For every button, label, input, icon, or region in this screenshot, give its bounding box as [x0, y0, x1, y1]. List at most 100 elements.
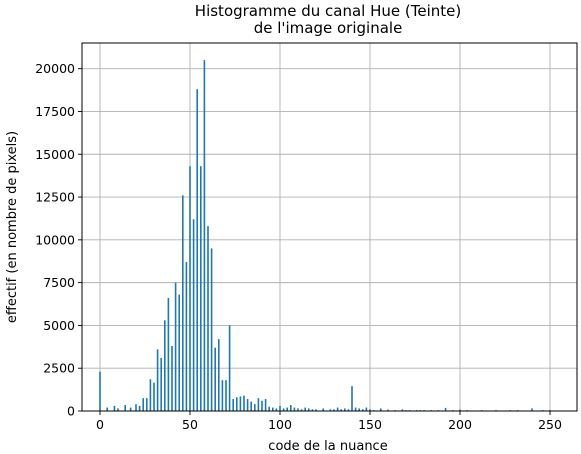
grid-lines	[82, 43, 577, 412]
histogram-bar	[113, 405, 116, 411]
histogram-bar	[387, 409, 389, 411]
histogram-bar	[293, 407, 296, 411]
histogram-bar	[444, 407, 447, 411]
histogram-bar	[106, 407, 108, 411]
histogram-bar	[171, 345, 173, 411]
histogram-bar	[322, 408, 324, 411]
histogram-bar	[347, 409, 350, 411]
histogram-bar	[236, 397, 238, 411]
histogram-bar	[228, 325, 231, 411]
histogram-bar	[124, 405, 126, 411]
histogram-bar	[354, 407, 357, 411]
y-tick-label: 10000	[35, 232, 75, 247]
histogram-bar	[282, 408, 285, 411]
histogram-bar	[142, 398, 144, 411]
y-axis-label: effectif (en nombre de pixels)	[5, 131, 20, 323]
histogram-bar	[365, 407, 368, 411]
y-tick-label: 20000	[35, 61, 75, 76]
histogram-bar	[275, 408, 278, 411]
histogram-bar	[129, 407, 132, 411]
histogram-bar	[297, 408, 299, 411]
histogram-bar	[200, 166, 202, 411]
histogram-bar	[290, 405, 292, 411]
y-tick-label: 2500	[43, 361, 75, 376]
y-tick-label: 0	[67, 404, 75, 419]
x-tick-label: 100	[268, 417, 292, 432]
histogram-bar	[351, 386, 353, 411]
histogram-bar	[304, 407, 306, 411]
x-tick-label: 200	[448, 417, 472, 432]
histogram-bar	[459, 409, 461, 411]
histogram-bar	[311, 409, 314, 411]
histogram-bar	[218, 339, 220, 411]
histogram-bar	[232, 399, 234, 411]
histogram-bar	[214, 347, 216, 411]
histogram-bar	[138, 405, 141, 411]
histogram-bar	[272, 407, 274, 411]
histogram-bars	[99, 60, 551, 412]
histogram-bar	[264, 399, 267, 411]
histogram-bar	[401, 409, 404, 411]
y-tick-label: 7500	[43, 275, 75, 290]
x-axis-label: code de la nuance	[268, 439, 387, 454]
histogram-bar	[192, 219, 195, 411]
histogram-bar	[340, 409, 342, 411]
histogram-bar	[362, 409, 364, 411]
y-axis-ticks: 0 2500 5000 7500 10000 12500 15000 17500 20000	[35, 61, 82, 419]
histogram-bar	[358, 408, 360, 411]
y-tick-label: 5000	[43, 318, 75, 333]
histogram-bar	[167, 298, 170, 411]
histogram-bar	[146, 398, 148, 411]
histogram-bar	[196, 89, 198, 411]
histogram-bar	[254, 404, 256, 411]
plot-frame	[81, 42, 578, 412]
histogram-bar	[308, 408, 310, 411]
histogram-bar	[246, 399, 249, 411]
x-tick-label: 150	[358, 417, 382, 432]
x-tick-label: 250	[538, 417, 562, 432]
histogram-bar	[369, 409, 371, 411]
x-axis-ticks: 0 50 100 150 200 250	[96, 411, 562, 432]
y-tick-label: 12500	[35, 190, 75, 205]
histogram-bar	[257, 398, 260, 411]
histogram-bar	[329, 409, 332, 411]
chart-title-line-1: Histogramme du canal Hue (Teinte)	[195, 2, 461, 20]
histogram-bar	[268, 406, 270, 411]
histogram-bar	[153, 382, 155, 411]
histogram-bar	[117, 408, 119, 411]
histogram-bar	[531, 408, 533, 411]
histogram-bar	[239, 396, 242, 411]
histogram-bar	[225, 380, 227, 411]
y-tick-label: 15000	[35, 147, 75, 162]
y-tick-label: 17500	[35, 104, 75, 119]
histogram-bar	[380, 408, 382, 411]
histogram-bar	[135, 404, 137, 411]
histogram-bar	[261, 400, 263, 411]
x-tick-label: 50	[182, 417, 198, 432]
histogram-bar	[344, 408, 346, 411]
histogram-bar	[149, 379, 152, 411]
histogram-bar	[315, 409, 317, 411]
x-tick-label: 0	[96, 417, 104, 432]
histogram-bar	[243, 395, 245, 411]
histogram-bar	[156, 349, 159, 411]
histogram-bar	[189, 166, 191, 411]
histogram-bar	[203, 60, 206, 412]
histogram-bar	[207, 226, 209, 411]
histogram-bar	[182, 195, 184, 411]
histogram-bar	[164, 320, 166, 411]
histogram-bar	[250, 401, 252, 411]
histogram-bar	[210, 248, 213, 411]
histogram-bar	[333, 409, 335, 411]
histogram-bar	[99, 371, 101, 411]
histogram-bar	[185, 262, 188, 411]
histogram-bar	[336, 407, 339, 411]
histogram-bar	[160, 357, 162, 411]
histogram-bar	[178, 294, 180, 411]
histogram-bar	[174, 282, 177, 411]
histogram-bar	[300, 409, 303, 411]
chart-title-line-2: de l'image originale	[254, 19, 403, 37]
histogram-bar	[286, 407, 288, 411]
histogram-bar	[279, 405, 281, 411]
